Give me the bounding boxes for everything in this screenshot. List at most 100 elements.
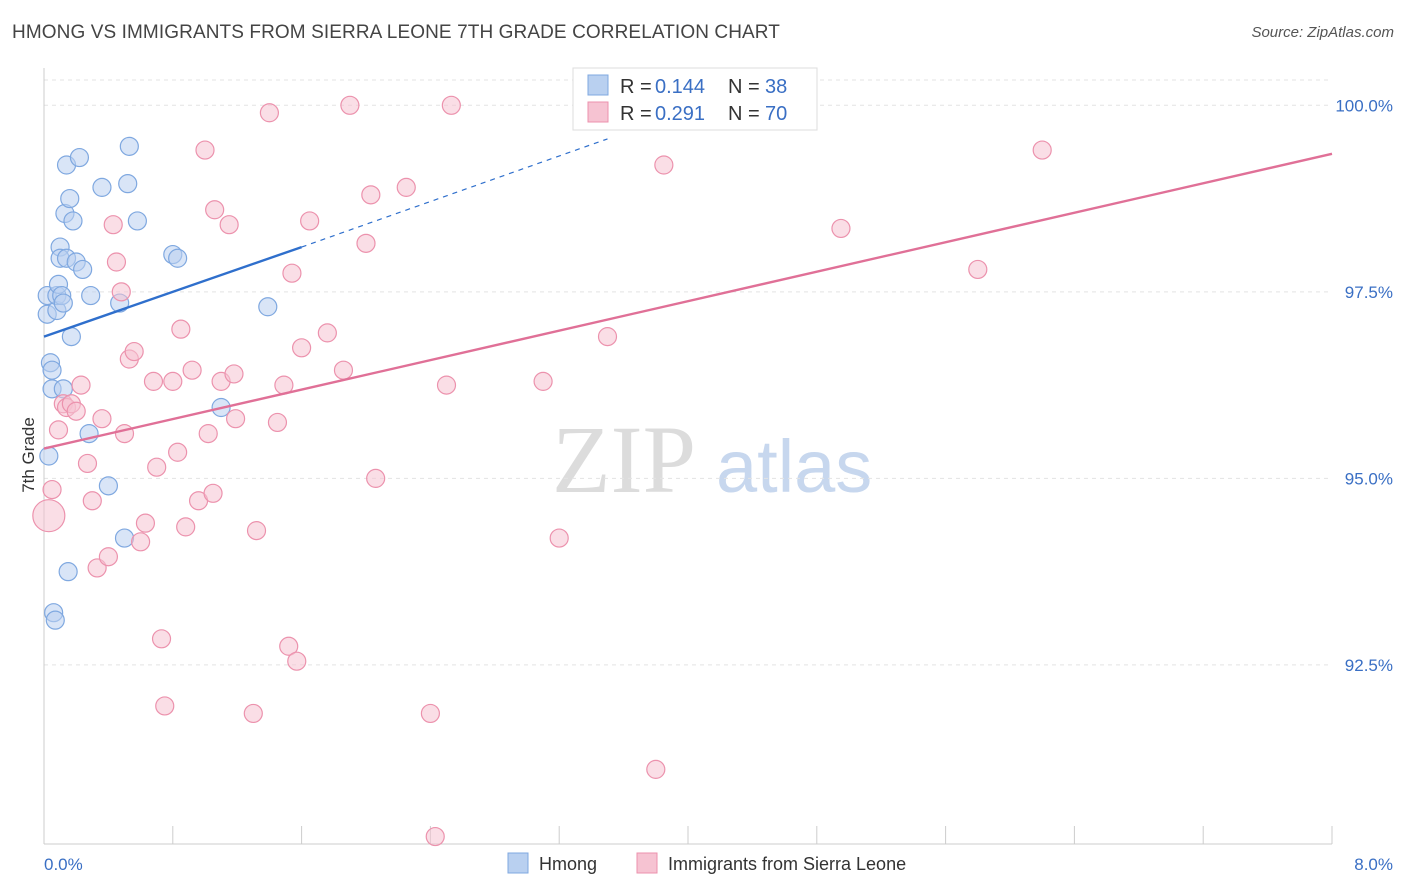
sierra-leone-point bbox=[66, 401, 86, 421]
legend-r-value-hmong: 0.144 bbox=[655, 76, 705, 98]
hmong-trend-extension bbox=[301, 138, 608, 248]
sierra-leone-point bbox=[155, 696, 175, 716]
stats-legend-box bbox=[572, 67, 818, 131]
sierra-leone-point bbox=[831, 218, 851, 239]
hmong-point bbox=[69, 147, 90, 168]
stats-legend: R = 0.144 N = 38 R = 0.291 N = 70 bbox=[572, 67, 818, 131]
hmong-point bbox=[98, 476, 119, 496]
hmong-point bbox=[127, 211, 147, 231]
watermark: ZIP atlas bbox=[552, 406, 872, 513]
y-tick-label: 100.0% bbox=[1335, 96, 1393, 115]
sierra-leone-point bbox=[441, 95, 461, 115]
sierra-leone-point bbox=[176, 517, 196, 537]
hmong-point bbox=[73, 259, 93, 280]
source-credit: Source: ZipAtlas.com bbox=[1251, 24, 1394, 41]
sierra-leone-point bbox=[106, 252, 127, 272]
sierra-leone-point bbox=[243, 703, 263, 724]
sierra-leone-point bbox=[654, 155, 674, 175]
sierra-leone-point bbox=[317, 323, 337, 343]
sierra-leone-point bbox=[92, 409, 112, 429]
y-axis-title: 7th Grade bbox=[19, 417, 38, 493]
hmong-point bbox=[60, 188, 80, 209]
sierra-leone-point bbox=[103, 215, 123, 235]
hmong-point bbox=[58, 562, 78, 582]
sierra-leone-point bbox=[267, 412, 288, 433]
sierra-leone-point bbox=[71, 375, 91, 395]
hmong-trend-line bbox=[43, 245, 302, 338]
sierra-leone-point bbox=[82, 491, 102, 511]
sierra-leone-point bbox=[171, 319, 191, 339]
sierra-leone-point bbox=[279, 636, 299, 656]
legend-r-value-sierra-leone: 0.291 bbox=[655, 103, 705, 125]
hmong-point bbox=[39, 446, 59, 466]
sierra-leone-point bbox=[163, 371, 183, 391]
sierra-leone-point bbox=[356, 233, 376, 253]
sierra-leone-point bbox=[195, 140, 215, 160]
legend-swatch-sierra-leone bbox=[587, 101, 609, 123]
watermark-atlas: atlas bbox=[716, 425, 872, 508]
x-ticks bbox=[43, 826, 1333, 844]
sierra-leone-point bbox=[597, 327, 618, 347]
y-tick-label: 92.5% bbox=[1345, 656, 1393, 675]
hmong-point bbox=[119, 136, 139, 156]
sierra-leone-point bbox=[203, 483, 223, 503]
y-tick-label: 95.0% bbox=[1345, 469, 1393, 488]
sierra-leone-trend-line bbox=[43, 152, 1333, 450]
hmong-point bbox=[53, 293, 73, 313]
sierra-leone-point bbox=[135, 513, 156, 533]
sierra-leone-point bbox=[225, 409, 246, 429]
hmong-point bbox=[45, 610, 65, 630]
legend-n-label-sierra-leone: N = bbox=[728, 103, 760, 125]
legend-n-value-sierra-leone: 70 bbox=[765, 103, 787, 125]
y-tick-labels: 100.0% 97.5% 95.0% 92.5% bbox=[1335, 96, 1393, 675]
sierra-leone-point bbox=[224, 364, 244, 384]
chart-title: HMONG VS IMMIGRANTS FROM SIERRA LEONE 7T… bbox=[12, 22, 780, 43]
sierra-leone-point bbox=[292, 338, 312, 358]
sierra-leone-point bbox=[198, 424, 218, 444]
sierra-leone-point bbox=[396, 177, 416, 197]
data-points bbox=[32, 95, 1052, 847]
sierra-leone-point bbox=[1032, 140, 1052, 160]
sierra-leone-point bbox=[361, 185, 381, 205]
sierra-leone-point bbox=[124, 341, 144, 362]
sierra-leone-point bbox=[533, 371, 553, 391]
hmong-point bbox=[92, 177, 112, 197]
sierra-leone-point bbox=[143, 371, 164, 391]
hmong-point bbox=[42, 360, 62, 380]
sierra-leone-point bbox=[111, 282, 131, 302]
sierra-leone-point bbox=[205, 200, 225, 220]
sierra-leone-point bbox=[246, 521, 267, 541]
sierra-leone-point bbox=[968, 259, 988, 280]
legend-r-label-sierra-leone: R = bbox=[620, 103, 652, 125]
sierra-leone-point bbox=[42, 479, 62, 500]
sierra-leone-point bbox=[48, 420, 69, 440]
sierra-leone-point bbox=[114, 424, 135, 444]
legend-n-value-hmong: 38 bbox=[765, 76, 787, 98]
series-legend-label-sierra-leone: Immigrants from Sierra Leone bbox=[668, 854, 906, 874]
sierra-leone-point bbox=[425, 826, 445, 847]
sierra-leone-point bbox=[549, 528, 569, 548]
sierra-leone-point bbox=[646, 759, 666, 779]
sierra-leone-point bbox=[420, 703, 440, 724]
sierra-leone-point bbox=[436, 375, 457, 395]
sierra-leone-point bbox=[168, 442, 188, 462]
sierra-leone-point bbox=[98, 547, 119, 567]
sierra-leone-point bbox=[147, 457, 167, 477]
sierra-leone-point bbox=[77, 453, 98, 474]
legend-r-label-hmong: R = bbox=[620, 76, 652, 98]
sierra-leone-point bbox=[219, 215, 239, 235]
sierra-leone-point bbox=[32, 499, 66, 533]
series-legend: Hmong Immigrants from Sierra Leone bbox=[507, 852, 906, 874]
hmong-point bbox=[63, 211, 83, 231]
sierra-leone-point bbox=[287, 651, 307, 671]
sierra-leone-point bbox=[300, 211, 320, 231]
sierra-leone-point bbox=[340, 95, 360, 115]
sierra-leone-point bbox=[282, 263, 302, 283]
sierra-leone-point bbox=[366, 468, 386, 488]
sierra-leone-point bbox=[259, 103, 279, 123]
legend-n-label-hmong: N = bbox=[728, 76, 760, 98]
series-legend-label-hmong: Hmong bbox=[539, 854, 597, 874]
hmong-point bbox=[114, 528, 135, 548]
sierra-leone-point bbox=[131, 532, 151, 552]
